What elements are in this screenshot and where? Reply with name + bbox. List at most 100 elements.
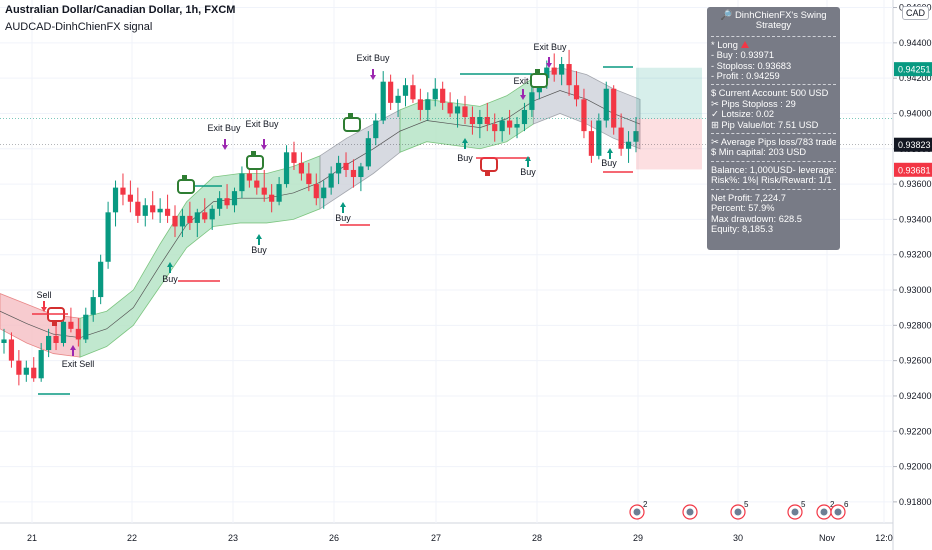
panel-group-account: $ Current Account: 500 USD ✂ Pips Stoplos… [711,88,836,130]
time-tick-label: 27 [431,533,441,543]
panel-line: Net Profit: 7,224.7 [711,192,786,203]
signal-arrow-up-icon [525,156,531,167]
candle-body [588,131,594,156]
signal-arrow-up-icon [607,148,613,159]
candle-body [1,339,7,343]
panel-line: ⊞ Pip Value/lot: 7.51 USD [711,119,819,130]
candle-body [507,120,513,128]
candle-body [83,314,89,340]
take-profit-zone[interactable] [636,67,702,119]
candle-body [365,138,371,167]
panel-divider [711,84,836,86]
price-tick-label: 0.93200 [899,250,932,260]
panel-divider [711,188,836,190]
panel-group-balance: Balance: 1,000USD- leverage: 1:100Risk%:… [711,165,836,186]
signal-arrow-up-icon [167,262,173,273]
candle-body [633,131,639,142]
candle-body [90,297,96,315]
price-axis[interactable] [893,0,932,550]
panel-group-results: Net Profit: 7,224.7 Percent: 57.9% Max dra… [711,193,836,235]
price-label-bg [894,137,932,152]
price-label-bg [894,62,932,77]
candle-body [358,166,364,178]
candle-body [596,120,602,156]
candle-body [611,88,617,128]
time-tick-label: 28 [532,533,542,543]
thumbs-up-icon [343,117,361,132]
currency-badge[interactable]: CAD [902,6,930,20]
time-tick-label: 23 [228,533,238,543]
candle-body [8,339,15,361]
economic-event-flag [734,508,742,516]
panel-group-stats: ✂ Average Pips loss/783 trades : 27$ Min… [711,137,836,158]
candle-body [298,162,305,174]
price-tick-label: 0.94200 [899,73,932,83]
panel-line: Balance: 1,000USD- leverage: 1:100 [711,164,836,175]
panel-line: ✂ Pips Stoploss : 29 [711,98,796,109]
signal-label: Exit Sell [62,359,95,369]
time-tick-label: 30 [733,533,743,543]
panel-line: ✂ Average Pips loss/783 trades : 27 [711,137,836,148]
time-tick-label: Nov [819,533,836,543]
candle-body [112,187,119,213]
candle-body [335,162,342,174]
signal-arrow-down-icon [261,139,267,150]
stop-loss-zone[interactable] [636,118,702,170]
thumbs-up-icon [177,179,195,194]
candle-body [142,205,148,216]
candle-body [454,106,461,114]
candle-body [105,212,111,262]
signal-label: Sell [36,290,51,300]
price-tick-label: 0.92000 [899,462,932,472]
signal-label: Exit Buy [245,119,279,129]
signal-label: Buy [335,213,351,223]
price-tick-label: 0.92600 [899,356,932,366]
candle-body [16,360,22,375]
band-mid-line [0,90,641,339]
candle-body [395,95,401,103]
panel-group-trade: * Long - Buy : 0.93971 - Stoploss: 0.936… [711,40,836,82]
strategy-info-panel: 🔎 DinhChienFX's Swing Strategy * Long - … [707,7,840,250]
signal-label: Buy [251,245,267,255]
candle-body [388,81,394,103]
signal-label: Exit Buy [356,53,390,63]
candle-body [321,187,327,199]
thumbs-up-icon [530,73,548,88]
candle-body [499,120,505,132]
price-tick-label: 0.92400 [899,391,932,401]
candle-body [380,81,386,121]
economic-event-flag [820,508,828,516]
candle-body [98,261,104,298]
thumb-tip [485,170,490,176]
time-tick-label: 22 [127,533,137,543]
price-tick-label: 0.94400 [899,38,932,48]
signal-label: Buy [457,153,473,163]
candle-body [469,116,476,125]
price-tick-label: 0.93000 [899,285,932,295]
candle-body [521,109,528,125]
band-neutral-zone [532,67,641,150]
price-tick-label: 0.93600 [899,179,932,189]
candle-body [269,194,275,202]
long-triangle-icon [740,40,749,48]
signal-arrow-down-icon [222,139,228,150]
event-count: 2 [830,500,835,509]
candle-body [224,198,230,206]
candle-body [60,321,67,343]
panel-divider [711,160,836,162]
economic-event-flag [834,508,842,516]
candle-body [373,120,379,139]
signal-label: Exit Buy [533,42,567,52]
candle-body [261,187,267,195]
candle-body [202,212,208,220]
candle-body [46,335,52,351]
indicator-name[interactable]: AUDCAD-DinhChienFX signal [5,21,153,33]
candle-body [23,367,29,375]
signal-arrow-down-icon [41,301,47,312]
candle-body [603,88,609,121]
candle-body [551,67,557,75]
candle-body [581,99,587,132]
signal-arrow-up-icon [340,202,346,213]
thumb-tip [52,320,57,326]
